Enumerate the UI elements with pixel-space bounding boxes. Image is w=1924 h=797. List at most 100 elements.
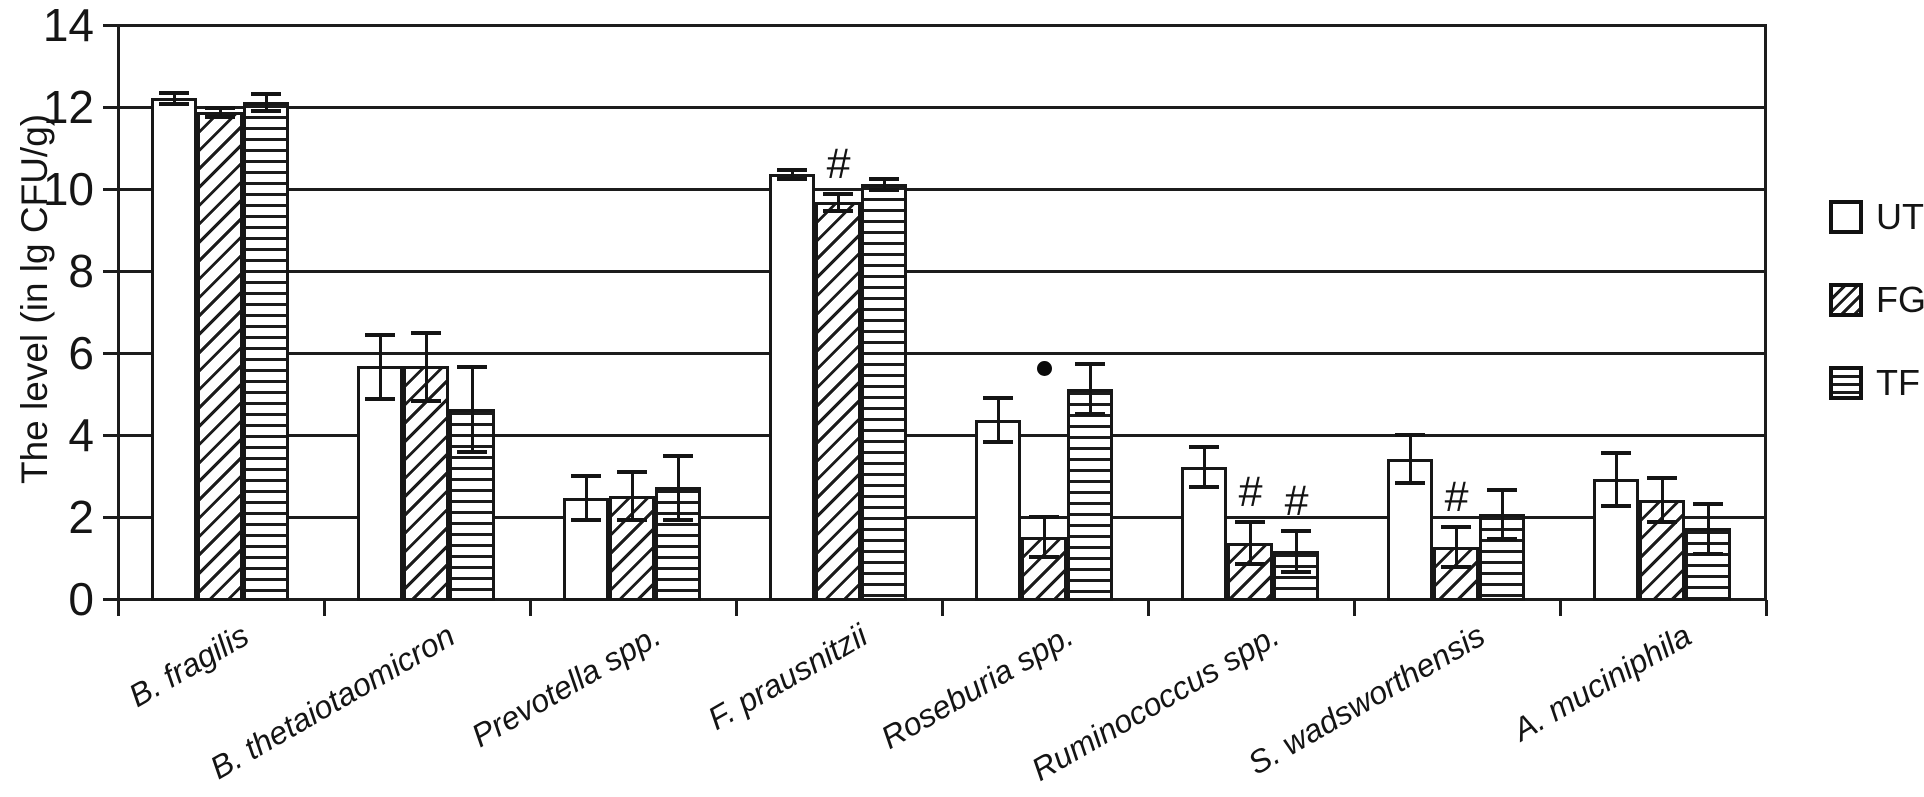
legend-item-FG: FG bbox=[1829, 279, 1924, 321]
error-bar-TF-Prevotella spp. bbox=[676, 454, 680, 521]
error-bar-FG-Prevotella spp. bbox=[630, 470, 634, 521]
error-cap-bottom-UT-F. prausnitzii bbox=[777, 176, 807, 181]
gridline-6 bbox=[118, 352, 1766, 355]
gridline-4 bbox=[118, 434, 1766, 437]
error-cap-top-FG-Ruminococcus spp. bbox=[1235, 520, 1265, 525]
bar-TF-Roseburia spp. bbox=[1067, 388, 1113, 601]
x-category-label: B. fragilis bbox=[123, 617, 255, 714]
error-bar-UT-F. prausnitzii bbox=[790, 168, 794, 179]
significance-hash-TF-Ruminococcus spp.: # bbox=[1284, 476, 1308, 525]
y-tick-12 bbox=[103, 106, 133, 109]
x-category-label: F. prausnitzii bbox=[701, 617, 873, 737]
error-bar-TF-Ruminococcus spp. bbox=[1294, 529, 1298, 573]
y-tick-14 bbox=[103, 24, 133, 27]
error-cap-top-FG-Roseburia spp. bbox=[1029, 515, 1059, 519]
error-bar-FG-Ruminococcus spp. bbox=[1248, 521, 1252, 564]
error-cap-top-UT-Ruminococcus spp. bbox=[1189, 445, 1219, 450]
legend-label: FG bbox=[1876, 279, 1924, 320]
bar-FG-A. muciniphila bbox=[1639, 499, 1685, 601]
error-cap-bottom-UT-S. wadsworthensis bbox=[1395, 481, 1425, 486]
legend-item-UT: UT bbox=[1829, 196, 1924, 238]
error-cap-top-UT-B. thetaiotaomicron bbox=[365, 332, 395, 337]
error-bar-FG-F. prausnitzii bbox=[836, 193, 840, 212]
bar-UT-Ruminococcus spp. bbox=[1181, 466, 1227, 601]
error-cap-bottom-UT-Prevotella spp. bbox=[571, 518, 601, 523]
error-cap-bottom-TF-B. thetaiotaomicron bbox=[457, 450, 487, 455]
x-tick-3 bbox=[735, 600, 738, 616]
error-bar-UT-B. fragilis bbox=[172, 91, 176, 104]
y-tick-8 bbox=[103, 270, 133, 273]
gridline-2 bbox=[118, 516, 1766, 519]
error-cap-bottom-FG-B. thetaiotaomicron bbox=[411, 399, 441, 404]
error-cap-bottom-UT-Roseburia spp. bbox=[983, 440, 1013, 445]
legend: UT FG TF bbox=[1829, 196, 1924, 445]
error-bar-FG-A. muciniphila bbox=[1660, 477, 1664, 523]
error-bar-TF-A. muciniphila bbox=[1706, 502, 1710, 554]
error-cap-bottom-FG-S. wadsworthensis bbox=[1441, 565, 1471, 570]
y-tick-label-6: 6 bbox=[68, 327, 94, 379]
error-bar-TF-B. fragilis bbox=[264, 92, 268, 111]
x-tick-2 bbox=[529, 600, 532, 616]
error-bar-UT-S. wadsworthensis bbox=[1408, 434, 1412, 484]
bar-UT-Prevotella spp. bbox=[563, 497, 609, 601]
error-cap-bottom-UT-B. fragilis bbox=[159, 101, 189, 106]
error-cap-top-TF-Roseburia spp. bbox=[1075, 362, 1105, 367]
error-cap-bottom-FG-B. fragilis bbox=[205, 115, 235, 120]
error-cap-bottom-UT-B. thetaiotaomicron bbox=[365, 397, 395, 402]
error-bar-TF-B. thetaiotaomicron bbox=[470, 366, 474, 453]
legend-label: TF bbox=[1876, 362, 1920, 403]
y-tick-label-4: 4 bbox=[68, 409, 94, 461]
error-cap-bottom-FG-F. prausnitzii bbox=[823, 209, 853, 214]
error-cap-bottom-TF-B. fragilis bbox=[251, 108, 281, 113]
y-axis-line bbox=[117, 24, 120, 601]
y-tick-label-10: 10 bbox=[42, 163, 94, 215]
bar-UT-Roseburia spp. bbox=[975, 419, 1021, 601]
bar-TF-Prevotella spp. bbox=[655, 487, 701, 601]
error-bar-TF-F. prausnitzii bbox=[882, 177, 886, 191]
error-cap-top-TF-B. fragilis bbox=[251, 91, 281, 96]
error-cap-bottom-TF-S. wadsworthensis bbox=[1487, 536, 1517, 541]
error-cap-bottom-TF-Prevotella spp. bbox=[663, 518, 693, 523]
y-tick-4 bbox=[103, 434, 133, 437]
error-cap-top-FG-S. wadsworthensis bbox=[1441, 525, 1471, 530]
bar-FG-B. fragilis bbox=[197, 112, 243, 601]
y-tick-label-0: 0 bbox=[68, 573, 94, 625]
y-tick-label-8: 8 bbox=[68, 245, 94, 297]
x-tick-7 bbox=[1559, 600, 1562, 616]
x-tick-1 bbox=[323, 600, 326, 616]
error-cap-top-FG-B. fragilis bbox=[205, 106, 235, 111]
significance-hash-FG-Ruminococcus spp.: # bbox=[1238, 468, 1262, 517]
error-cap-top-UT-B. fragilis bbox=[159, 90, 189, 95]
error-cap-bottom-FG-Ruminococcus spp. bbox=[1235, 561, 1265, 566]
error-cap-top-FG-B. thetaiotaomicron bbox=[411, 330, 441, 335]
y-tick-2 bbox=[103, 516, 133, 519]
legend-item-TF: TF bbox=[1829, 362, 1924, 404]
x-tick-8 bbox=[1765, 600, 1768, 616]
y-tick-10 bbox=[103, 188, 133, 191]
gridline-8 bbox=[118, 270, 1766, 273]
error-cap-top-TF-B. thetaiotaomicron bbox=[457, 365, 487, 370]
y-tick-label-2: 2 bbox=[68, 491, 94, 543]
error-cap-bottom-FG-A. muciniphila bbox=[1647, 520, 1677, 525]
bar-UT-F. prausnitzii bbox=[769, 173, 815, 601]
error-bar-FG-Roseburia spp. bbox=[1042, 516, 1046, 557]
error-cap-top-UT-F. prausnitzii bbox=[777, 167, 807, 172]
x-category-label: Roseburia spp. bbox=[874, 617, 1079, 756]
gridline-14 bbox=[118, 24, 1766, 27]
x-category-label: Prevotella spp. bbox=[465, 617, 667, 755]
error-cap-top-UT-A. muciniphila bbox=[1601, 451, 1631, 456]
error-bar-UT-A. muciniphila bbox=[1614, 452, 1618, 506]
bar-TF-F. prausnitzii bbox=[861, 183, 907, 601]
y-tick-label-14: 14 bbox=[42, 0, 94, 51]
error-bar-UT-Prevotella spp. bbox=[584, 475, 588, 521]
error-cap-bottom-FG-Roseburia spp. bbox=[1029, 555, 1059, 559]
error-cap-top-TF-F. prausnitzii bbox=[869, 176, 899, 181]
bar-TF-B. fragilis bbox=[243, 101, 289, 601]
error-cap-top-TF-A. muciniphila bbox=[1693, 501, 1723, 506]
bar-FG-Prevotella spp. bbox=[609, 495, 655, 601]
error-bar-FG-S. wadsworthensis bbox=[1454, 526, 1458, 568]
legend-label: UT bbox=[1876, 196, 1924, 237]
error-cap-bottom-TF-F. prausnitzii bbox=[869, 188, 899, 193]
